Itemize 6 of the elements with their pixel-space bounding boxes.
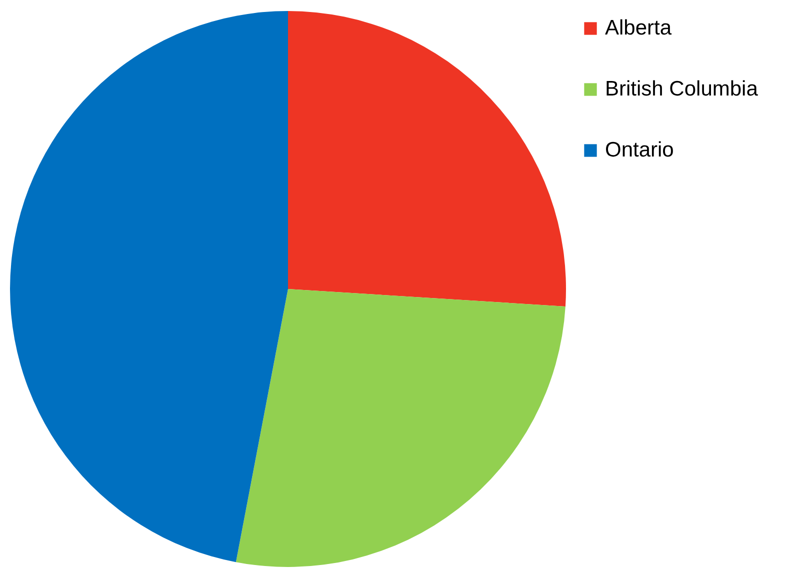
legend-label: British Columbia xyxy=(605,78,758,100)
legend-label: Ontario xyxy=(605,138,674,162)
pie-slice xyxy=(288,11,566,306)
pie-slice xyxy=(10,11,288,562)
legend-label: Alberta xyxy=(605,16,672,40)
pie-slice xyxy=(236,289,566,567)
